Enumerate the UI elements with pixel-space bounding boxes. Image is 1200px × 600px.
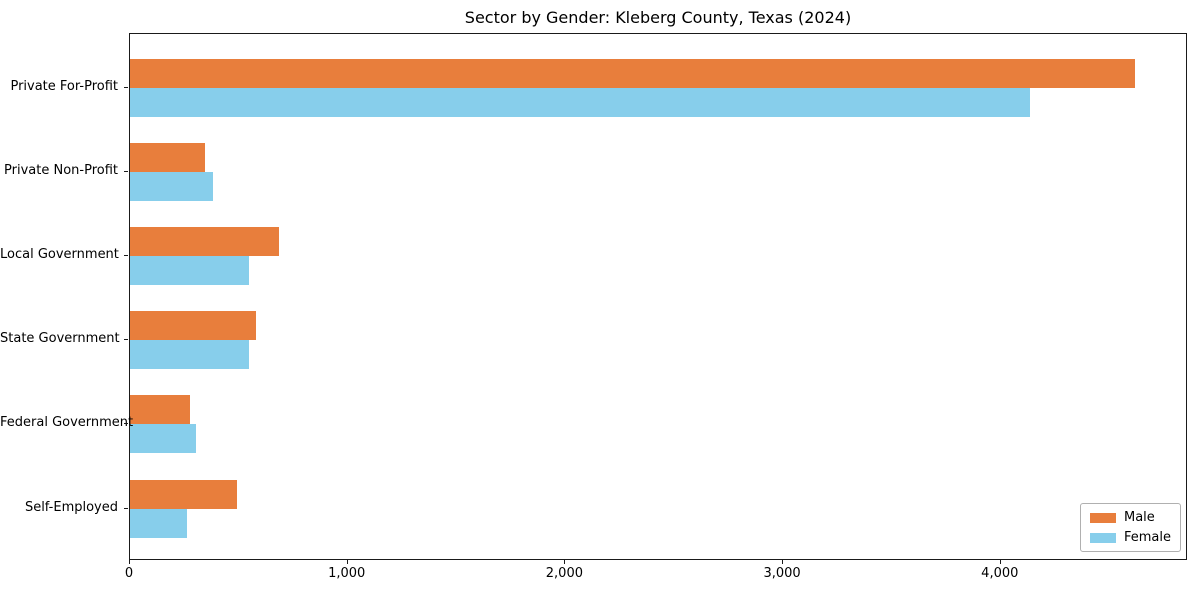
- legend: Male Female: [1079, 503, 1181, 552]
- x-tick-label: 2,000: [545, 566, 583, 581]
- legend-item-female: Female: [1089, 530, 1171, 545]
- x-tick-label: 1,000: [328, 566, 366, 581]
- category-label: Local Government: [0, 247, 119, 263]
- x-tick-label: 3,000: [763, 566, 801, 581]
- plot-area: Male Female: [129, 33, 1187, 560]
- legend-item-male: Male: [1089, 510, 1171, 525]
- legend-label: Male: [1123, 510, 1155, 525]
- category-label: Private For-Profit: [10, 79, 118, 94]
- x-tick-mark: [346, 560, 348, 564]
- category-label: State Government: [0, 331, 120, 347]
- category-label: Private Non-Profit: [4, 163, 118, 179]
- bar-male-5: [130, 395, 190, 425]
- y-tick-mark: [124, 87, 128, 88]
- bar-female-1: [130, 88, 1030, 117]
- y-tick-mark: [124, 507, 128, 509]
- x-tick-mark: [564, 560, 566, 564]
- bar-male-1: [130, 59, 1135, 88]
- x-tick-mark: [129, 560, 130, 564]
- x-tick-label: 4,000: [981, 566, 1019, 581]
- x-tick-mark: [999, 560, 1001, 564]
- legend-label: Female: [1123, 530, 1171, 545]
- bar-male-2: [130, 143, 206, 173]
- bar-male-6: [130, 479, 238, 509]
- x-tick-label: 0: [124, 566, 134, 581]
- bar-female-4: [130, 340, 250, 370]
- y-tick-mark: [124, 255, 128, 257]
- x-tick-mark: [782, 560, 784, 564]
- legend-swatch-male: [1089, 512, 1116, 523]
- bar-female-5: [130, 424, 197, 454]
- legend-swatch-female: [1089, 532, 1116, 543]
- bar-male-3: [130, 227, 280, 257]
- bar-female-6: [130, 508, 188, 538]
- bar-female-2: [130, 172, 213, 202]
- bar-female-3: [130, 256, 249, 286]
- y-tick-mark: [124, 423, 128, 425]
- category-label: Self-Employed: [24, 499, 118, 515]
- y-tick-mark: [124, 339, 128, 341]
- chart-title: Sector by Gender: Kleberg County, Texas …: [464, 8, 852, 27]
- category-label: Federal Government: [0, 415, 134, 431]
- bar-male-4: [130, 311, 257, 341]
- y-tick-mark: [124, 171, 128, 173]
